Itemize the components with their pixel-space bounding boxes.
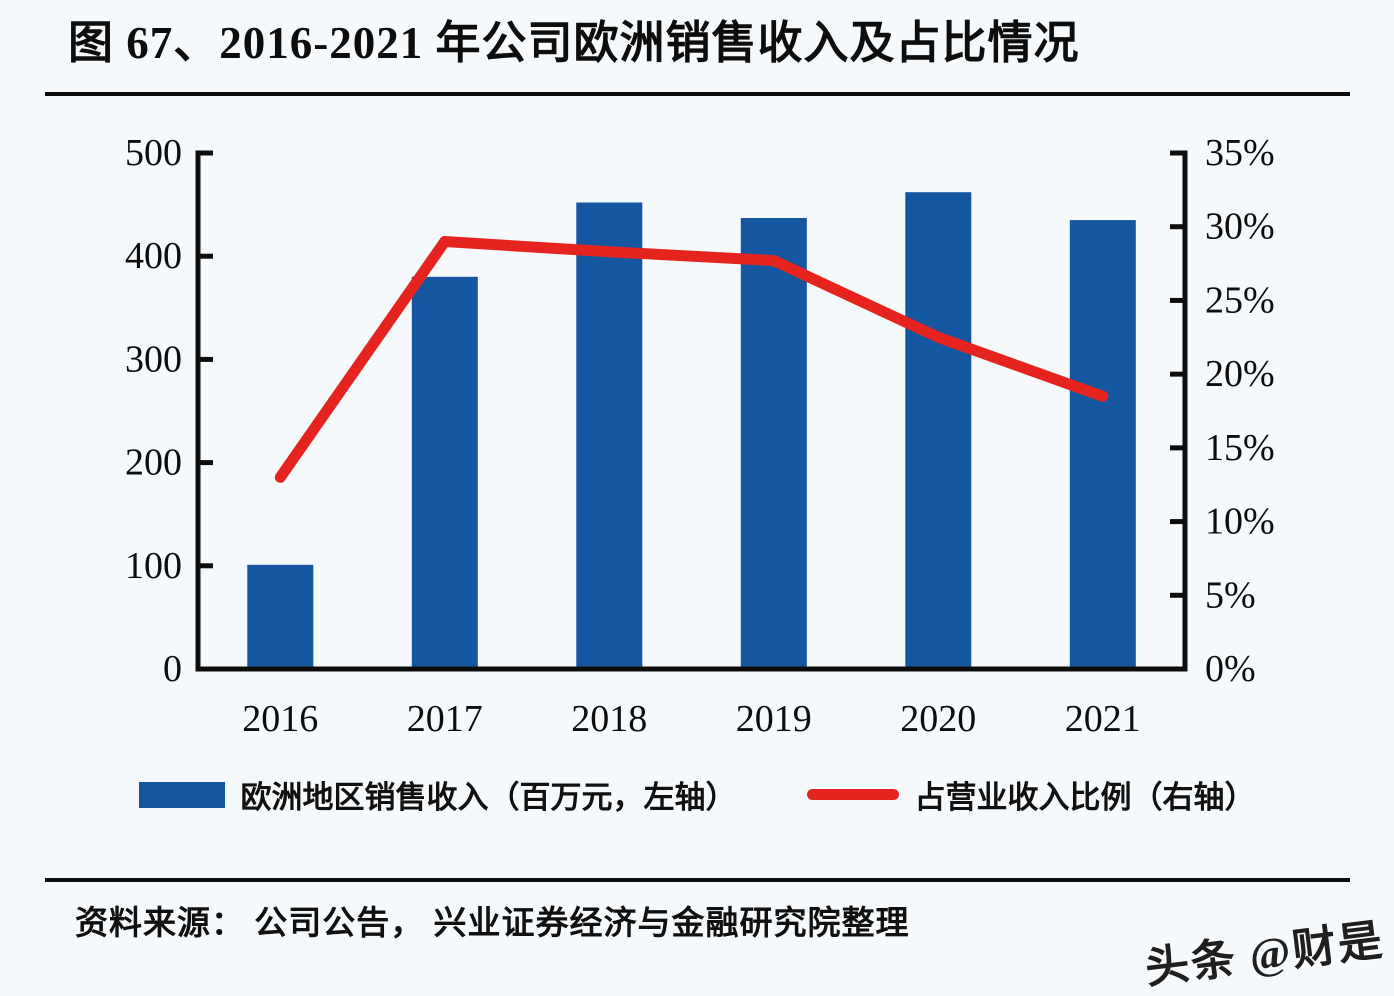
source-divider <box>45 878 1350 882</box>
axis-frame <box>195 150 1188 672</box>
right-axis-label: 0% <box>1205 648 1256 690</box>
ratio-line <box>274 236 1109 483</box>
title-divider <box>45 92 1350 96</box>
chart-title: 图 67、2016-2021 年公司欧洲销售收入及占比情况 <box>68 18 1080 68</box>
x-axis-label-2016: 2016 <box>242 698 318 740</box>
left-axis-label: 100 <box>125 545 182 587</box>
combo-chart: 0 100 200 300 400 500 0% 5% 10% 15% 20% 25% 30% 35% 20… <box>0 100 1394 760</box>
legend-line-label: 占营业收入比例（右轴） <box>914 780 1256 815</box>
right-axis-label: 10% <box>1205 501 1275 543</box>
bar-series-swatch <box>138 781 225 808</box>
legend-bar-label: 欧洲地区销售收入（百万元，左轴） <box>240 780 737 815</box>
bar-2018 <box>576 202 643 669</box>
left-axis-label: 500 <box>125 132 182 174</box>
x-axis-label-2020: 2020 <box>900 698 976 740</box>
line-series-swatch <box>806 789 899 800</box>
x-axis-label-2018: 2018 <box>571 698 647 740</box>
legend-item-line: 占营业收入比例（右轴） <box>806 772 1256 817</box>
x-axis-label-2017: 2017 <box>407 698 483 740</box>
right-axis-label: 35% <box>1205 132 1275 174</box>
bar-2017 <box>411 276 478 669</box>
x-axis-label-2021: 2021 <box>1065 698 1141 740</box>
right-axis-label: 15% <box>1205 427 1275 469</box>
left-axis-label: 0 <box>163 648 182 690</box>
bar-2021 <box>1069 220 1136 669</box>
bar-2019 <box>740 218 807 669</box>
source-text: 资料来源： 公司公告， 兴业证券经济与金融研究院整理 <box>75 906 910 942</box>
right-axis-label: 25% <box>1205 279 1275 321</box>
watermark: 头条 @财是 <box>1142 915 1387 994</box>
legend-item-bar: 欧洲地区销售收入（百万元，左轴） <box>138 772 737 817</box>
right-axis-label: 20% <box>1205 353 1275 395</box>
bar-2020 <box>905 192 972 669</box>
right-axis-label: 5% <box>1205 574 1256 616</box>
left-axis-label: 200 <box>125 442 182 484</box>
left-axis-label: 400 <box>125 235 182 277</box>
bar-2016 <box>247 564 314 669</box>
right-axis-label: 30% <box>1205 206 1275 248</box>
left-axis-label: 300 <box>125 338 182 380</box>
x-axis-label-2019: 2019 <box>736 698 812 740</box>
chart-legend: 欧洲地区销售收入（百万元，左轴） 占营业收入比例（右轴） <box>0 772 1394 817</box>
